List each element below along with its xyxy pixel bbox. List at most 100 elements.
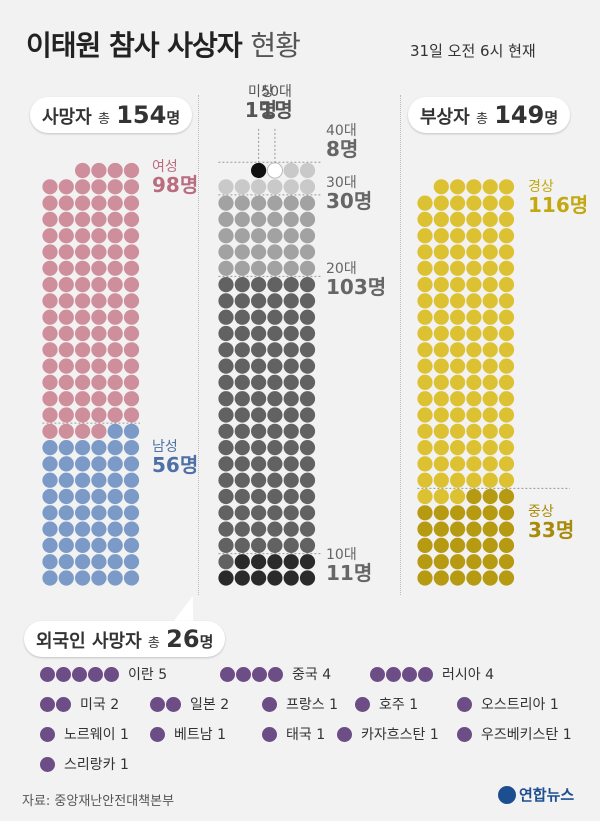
waffle-dot-여성 [91,391,107,407]
waffle-dot-여성 [91,423,107,439]
foreign-item-호주: 호주 1 [355,694,418,714]
waffle-dot-남성 [123,488,140,505]
series-label-중상: 중상 33명 [528,505,574,541]
waffle-dot-경상 [433,488,449,505]
waffle-dot-중상 [498,554,515,570]
waffle-dot-20대 [234,374,250,390]
series-name: 30대 [326,175,357,191]
injured-total-prefix: 총 [475,112,488,127]
waffle-dot-40대 [234,179,250,195]
foreign-country-count: 1 [429,727,439,743]
foreign-dot [262,697,277,712]
series-name: 미상 [248,84,274,100]
waffle-dot-여성 [58,228,74,244]
foreign-dot [236,667,251,682]
waffle-dot-여성 [123,407,140,423]
waffle-dot-여성 [91,277,107,293]
waffle-dot-10대 [234,570,250,586]
foreign-dot [72,667,87,682]
waffle-dot-경상 [498,211,515,227]
waffle-dot-20대 [218,293,234,309]
foreign-item-이란: 이란 5 [40,664,167,684]
foreign-dot [56,667,71,682]
waffle-dot-중상 [450,505,466,521]
waffle-dot-여성 [107,260,123,276]
waffle-dot-30대 [251,228,267,244]
waffle-dot-40대 [283,179,299,195]
waffle-dot-남성 [42,505,58,521]
waffle-dot-30대 [234,228,250,244]
waffle-dot-경상 [498,179,515,195]
waffle-dot-남성 [107,440,123,456]
waffle-dot-여성 [107,293,123,309]
waffle-dot-20대 [299,374,316,390]
waffle-dot-20대 [218,325,234,342]
waffle-dot-경상 [482,440,498,456]
waffle-dot-남성 [91,537,107,554]
series-value: 56명 [152,452,199,477]
waffle-dot-20대 [299,342,316,358]
waffle-dot-여성 [107,309,123,325]
waffle-dot-경상 [417,407,433,423]
waffle-dot-경상 [466,391,482,407]
waffle-dot-여성 [75,277,91,293]
waffle-dot-중상 [450,537,466,554]
waffle-dot-남성 [123,456,140,472]
waffle-dot-10대 [283,570,299,586]
series-label-미상: 미상 1명 [245,85,277,121]
waffle-dot-여성 [75,423,91,439]
foreign-item-카자흐스탄: 카자흐스탄 1 [337,724,439,744]
series-value: 103명 [326,274,387,299]
waffle-dot-중상 [433,505,449,521]
waffle-dot-경상 [450,309,466,325]
waffle-dot-10대 [251,570,267,586]
waffle-dot-경상 [433,277,449,293]
waffle-dot-20대 [251,537,267,554]
waffle-dot-중상 [466,570,482,586]
waffle-dot-중상 [466,521,482,537]
waffle-dot-경상 [417,358,433,374]
series-label-30대: 30대 30명 [326,176,372,212]
waffle-dot-남성 [123,505,140,521]
waffle-dot-경상 [482,374,498,390]
series-label-10대: 10대 11명 [326,548,372,584]
waffle-dot-남성 [107,521,123,537]
waffle-dot-20대 [283,440,299,456]
waffle-dot-남성 [91,554,107,570]
waffle-dot-20대 [234,440,250,456]
waffle-dot-20대 [267,423,283,439]
waffle-dot-30대 [234,195,250,211]
waffle-dot-남성 [75,440,91,456]
waffle-dot-경상 [433,423,449,439]
waffle-dot-경상 [498,472,515,488]
waffle-dot-20대 [218,391,234,407]
waffle-dot-여성 [42,260,58,276]
waffle-dot-20대 [283,423,299,439]
waffle-dot-여성 [75,211,91,227]
foreign-dot [402,667,417,682]
waffle-dot-경상 [498,342,515,358]
waffle-dot-경상 [450,293,466,309]
waffle-dot-남성 [123,521,140,537]
waffle-dot-30대 [251,211,267,227]
waffle-dot-20대 [267,342,283,358]
waffle-dot-경상 [482,391,498,407]
waffle-dot-여성 [58,391,74,407]
waffle-dot-경상 [482,456,498,472]
waffle-dot-30대 [218,260,234,276]
waffle-dot-여성 [107,391,123,407]
waffle-dot-여성 [123,277,140,293]
waffle-dot-경상 [482,358,498,374]
waffle-dot-경상 [482,423,498,439]
waffle-dot-여성 [58,277,74,293]
foreign-country-count: 1 [217,727,227,743]
foreign-dot [150,727,165,742]
waffle-dot-경상 [433,260,449,276]
waffle-dot-20대 [234,277,250,293]
waffle-dot-30대 [267,228,283,244]
waffle-dot-남성 [42,440,58,456]
waffle-dot-30대 [283,228,299,244]
foreign-item-미국: 미국 2 [40,694,119,714]
waffle-dot-20대 [218,358,234,374]
foreign-item-러시아: 러시아 4 [370,664,494,684]
